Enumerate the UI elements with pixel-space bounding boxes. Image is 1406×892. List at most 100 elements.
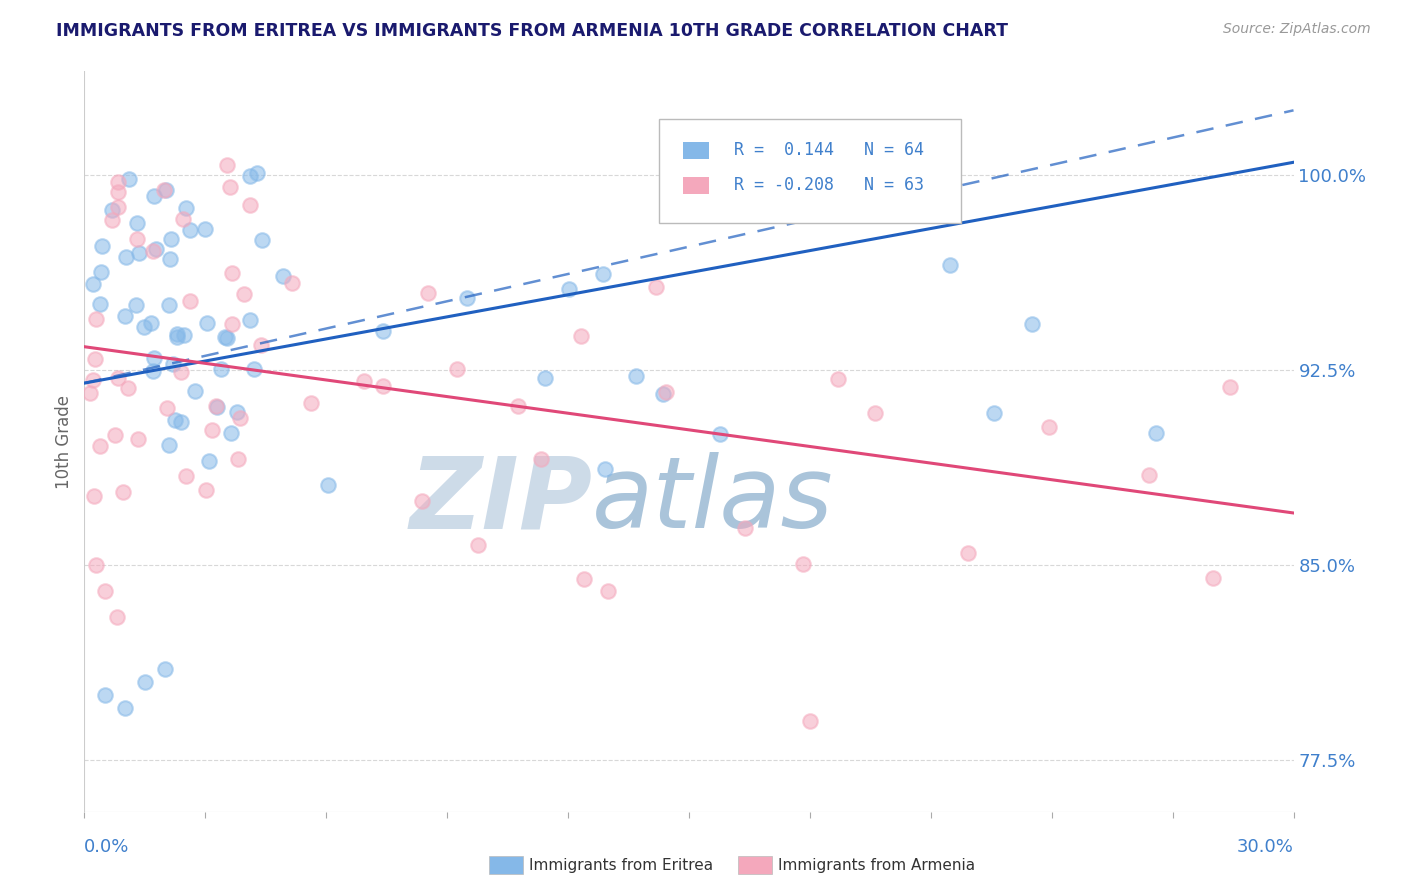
Point: [104, 428, 127, 442]
Point: [127, 216, 149, 230]
Point: [153, 662, 176, 676]
Point: [166, 326, 188, 341]
Point: [165, 413, 187, 427]
Text: Source: ZipAtlas.com: Source: ZipAtlas.com: [1223, 22, 1371, 37]
Point: [143, 351, 166, 366]
Point: [155, 183, 177, 197]
Point: [93, 583, 115, 598]
Point: [215, 331, 238, 345]
Point: [446, 362, 468, 376]
Point: [316, 478, 339, 492]
Point: [105, 610, 128, 624]
Point: [179, 222, 201, 236]
Point: [592, 267, 614, 281]
Point: [132, 320, 155, 334]
Point: [170, 415, 193, 429]
Point: [239, 198, 262, 212]
Text: R =  0.144   N = 64: R = 0.144 N = 64: [734, 141, 924, 159]
Point: [214, 330, 236, 344]
Point: [246, 166, 269, 180]
Point: [221, 317, 243, 331]
Point: [79, 385, 101, 400]
Text: 0.0%: 0.0%: [84, 838, 129, 855]
Text: Immigrants from Armenia: Immigrants from Armenia: [778, 858, 974, 872]
Point: [957, 546, 980, 560]
Point: [195, 316, 218, 330]
Point: [219, 426, 242, 441]
Point: [107, 175, 129, 189]
Point: [159, 252, 181, 267]
Point: [506, 399, 529, 413]
Text: ZIP: ZIP: [409, 452, 592, 549]
Point: [593, 462, 616, 476]
Point: [569, 328, 592, 343]
Point: [143, 189, 166, 203]
Point: [229, 411, 252, 425]
Point: [83, 351, 105, 366]
Point: [250, 233, 273, 247]
Point: [271, 268, 294, 283]
Point: [626, 368, 648, 383]
Point: [201, 423, 224, 437]
Point: [572, 572, 595, 586]
Point: [1219, 380, 1241, 394]
Point: [416, 286, 439, 301]
Point: [157, 298, 180, 312]
Point: [82, 277, 104, 291]
Point: [107, 201, 129, 215]
Text: IMMIGRANTS FROM ERITREA VS IMMIGRANTS FROM ARMENIA 10TH GRADE CORRELATION CHART: IMMIGRANTS FROM ERITREA VS IMMIGRANTS FR…: [56, 22, 1008, 40]
Point: [863, 406, 886, 420]
Point: [598, 583, 620, 598]
Point: [93, 688, 115, 702]
Point: [221, 266, 243, 280]
Point: [530, 451, 553, 466]
Point: [162, 357, 184, 371]
Text: 30.0%: 30.0%: [1237, 838, 1294, 855]
Point: [90, 264, 112, 278]
Point: [371, 379, 394, 393]
Point: [153, 183, 176, 197]
Point: [1144, 426, 1167, 441]
Point: [174, 469, 197, 483]
Point: [299, 396, 322, 410]
Point: [115, 250, 138, 264]
Point: [112, 484, 135, 499]
Point: [125, 232, 148, 246]
Point: [139, 317, 162, 331]
Point: [174, 201, 197, 215]
Point: [734, 521, 756, 535]
Point: [218, 180, 240, 194]
Point: [101, 202, 124, 217]
Point: [1021, 317, 1043, 331]
Point: [467, 538, 489, 552]
Point: [799, 714, 821, 728]
Point: [217, 158, 239, 172]
Point: [533, 371, 555, 385]
Point: [107, 186, 129, 200]
Point: [1038, 420, 1060, 434]
Point: [655, 385, 678, 400]
Point: [195, 483, 218, 497]
Point: [117, 381, 139, 395]
Point: [1202, 571, 1225, 585]
Point: [226, 452, 249, 467]
Point: [89, 439, 111, 453]
Point: [101, 213, 124, 227]
Point: [205, 400, 228, 414]
Point: [198, 453, 221, 467]
Point: [239, 313, 262, 327]
Point: [205, 400, 228, 414]
Text: R = -0.208   N = 63: R = -0.208 N = 63: [734, 176, 924, 194]
Point: [114, 701, 136, 715]
Text: atlas: atlas: [592, 452, 834, 549]
Point: [157, 438, 180, 452]
FancyBboxPatch shape: [683, 143, 710, 159]
Point: [141, 244, 163, 258]
Point: [160, 232, 183, 246]
Point: [142, 364, 165, 378]
Point: [792, 557, 814, 571]
Y-axis label: 10th Grade: 10th Grade: [55, 394, 73, 489]
Point: [827, 372, 849, 386]
Point: [83, 490, 105, 504]
Point: [179, 293, 201, 308]
